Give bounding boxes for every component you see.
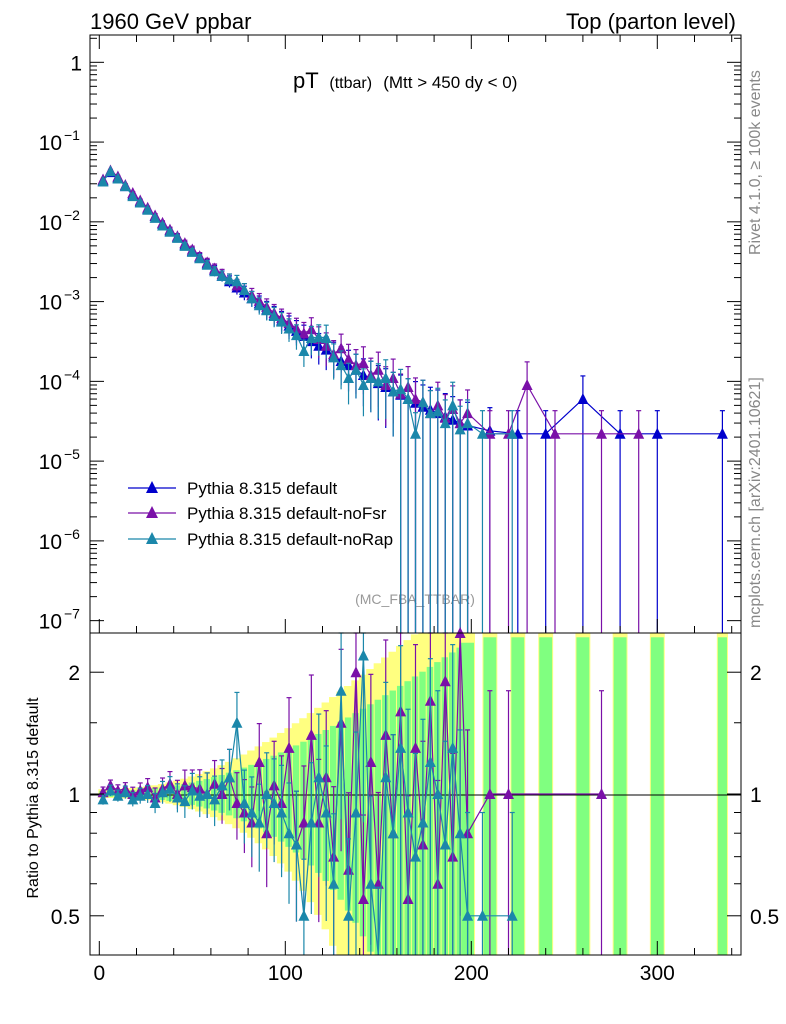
- ratio-point: [380, 771, 392, 783]
- ratio-point: [231, 716, 243, 728]
- main-y-tick-label: 10: [39, 292, 62, 315]
- legend-marker-norap: [146, 532, 158, 544]
- legend-item-default: Pythia 8.315 default: [128, 479, 338, 498]
- main-y-tick-exponent: −7: [64, 606, 80, 622]
- ratio-band-inner: [576, 637, 590, 955]
- ratio-ylabel: Ratio to Pythia 8.315 default: [25, 697, 42, 899]
- ratio-point: [447, 741, 459, 753]
- main-y-tick-label: 1: [70, 52, 82, 75]
- x-ticks: 0 100 200 300: [93, 35, 733, 985]
- main-y-tick-label: 10: [39, 451, 62, 474]
- ratio-point: [365, 755, 377, 767]
- main-y-tick-exponent: −2: [64, 207, 80, 223]
- x-tick-label: 300: [640, 962, 675, 985]
- ratio-point: [439, 675, 451, 687]
- ratio-band-inner: [511, 637, 525, 955]
- main-y-tick-exponent: −6: [64, 526, 80, 542]
- main-panel: 110−110−210−310−410−510−610−7: [39, 34, 742, 634]
- ratio-panel: 0.5 0.5 1 1 2 2 0 100 200 300: [51, 35, 779, 985]
- ratio-point: [283, 741, 295, 753]
- plot-title-main: pT: [293, 68, 318, 93]
- x-tick-label: 200: [454, 962, 489, 985]
- ratio-point: [357, 649, 369, 661]
- ratio-y-tick-label-right: 1: [750, 784, 762, 807]
- ratio-y-ticks: 0.5 0.5 1 1 2 2: [51, 662, 779, 929]
- legend-item-norap: Pythia 8.315 default-noRap: [128, 530, 393, 549]
- ratio-y-tick-label: 2: [68, 662, 80, 685]
- ratio-series-1: [97, 632, 518, 956]
- ratio-point: [410, 741, 421, 753]
- main-y-tick-label: 10: [39, 531, 62, 554]
- mcplots-label: mcplots.cern.ch [arXiv:2401.10621]: [747, 377, 764, 628]
- legend: Pythia 8.315 default Pythia 8.315 defaul…: [128, 479, 393, 549]
- ratio-y-tick-label: 0.5: [51, 906, 80, 929]
- plot-title-cut: (Mtt > 450 dy < 0): [383, 73, 517, 92]
- ratio-point: [253, 755, 265, 767]
- legend-item-nofsr: Pythia 8.315 default-noFsr: [128, 504, 387, 523]
- main-y-tick-label: 10: [39, 371, 62, 394]
- x-tick-label: 100: [268, 962, 303, 985]
- ratio-y-tick-label-right: 2: [750, 662, 762, 685]
- header-left: 1960 GeV ppbar: [90, 9, 251, 34]
- main-y-tick-exponent: −5: [64, 446, 80, 462]
- ratio-y-tick-label-right: 0.5: [750, 906, 779, 929]
- ratio-series-line: [102, 655, 513, 956]
- ratio-point: [395, 741, 407, 753]
- plot-title: pT (ttbar) (Mtt > 450 dy < 0): [293, 68, 517, 93]
- main-y-tick-exponent: −3: [64, 287, 80, 303]
- legend-label-default: Pythia 8.315 default: [187, 479, 338, 498]
- legend-label-norap: Pythia 8.315 default-noRap: [187, 530, 393, 549]
- main-y-ticks: 110−110−210−310−410−510−610−7: [39, 37, 741, 634]
- legend-label-nofsr: Pythia 8.315 default-noFsr: [187, 504, 387, 523]
- ratio-point: [313, 771, 325, 783]
- plot-title-sub: (ttbar): [329, 75, 372, 92]
- ratio-point: [335, 684, 347, 696]
- main-marks: [97, 164, 728, 633]
- main-y-tick-label: 10: [39, 132, 62, 155]
- main-y-tick-exponent: −4: [64, 366, 80, 382]
- ratio-band-inner: [717, 637, 727, 955]
- x-tick-label: 0: [93, 962, 105, 985]
- main-y-tick-exponent: −1: [64, 127, 80, 143]
- legend-marker-default: [146, 481, 158, 493]
- rivet-label: Rivet 4.1.0, ≥ 100k events: [747, 70, 764, 255]
- main-y-tick-label: 10: [39, 611, 62, 634]
- ratio-point: [424, 755, 436, 767]
- series-2: [97, 165, 518, 633]
- ratio-band-inner: [613, 637, 627, 955]
- ratio-point: [350, 666, 362, 678]
- ratio-point: [305, 728, 317, 740]
- header-right: Top (parton level): [566, 9, 736, 34]
- ratio-band-inner: [539, 637, 553, 955]
- legend-marker-nofsr: [146, 506, 158, 518]
- main-y-tick-label: 10: [39, 212, 62, 235]
- ratio-y-tick-label: 1: [68, 784, 80, 807]
- ratio-band-inner: [650, 637, 664, 955]
- series-line: [102, 170, 513, 435]
- ratio-marks: [97, 627, 607, 956]
